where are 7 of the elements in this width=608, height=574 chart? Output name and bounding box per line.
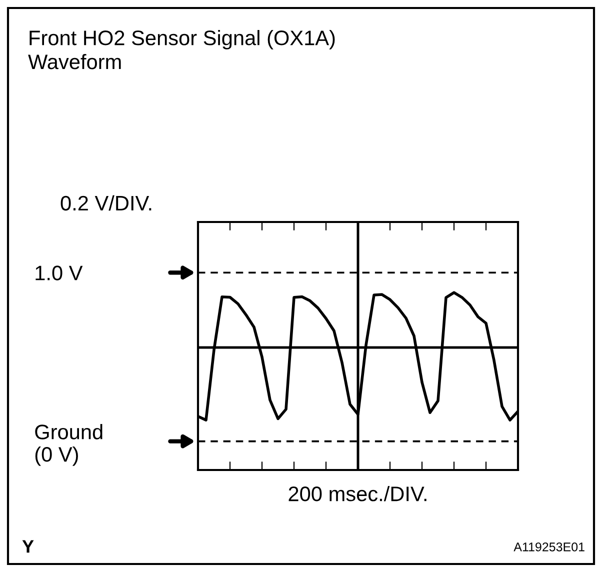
y-tick-label: 1.0 V [36, 266, 83, 280]
y-axis-title: 0.2 V/DIV. [60, 195, 152, 211]
x-axis-title: 200 msec./DIV. [288, 486, 426, 502]
chart-title: Front HO2 Sensor Signal (OX1A) Waveform [28, 30, 335, 70]
text: A119253E01 [514, 542, 584, 552]
text: Y [22, 540, 34, 553]
y-tick-label: Ground (0 V) [35, 424, 102, 466]
